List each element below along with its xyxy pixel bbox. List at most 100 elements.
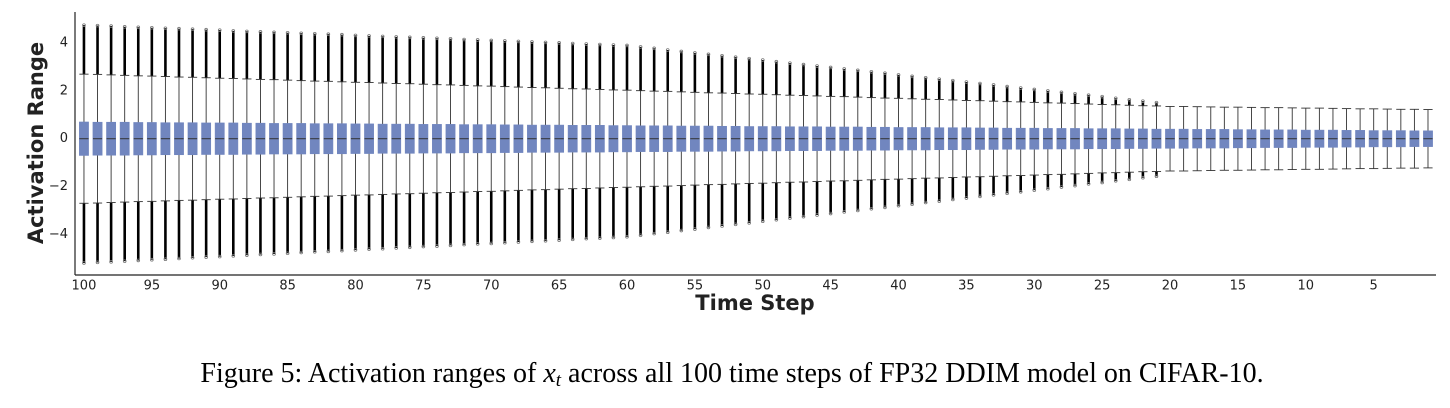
flier-marker bbox=[815, 213, 819, 217]
flier-marker bbox=[285, 31, 290, 35]
caption-math: x bbox=[542, 358, 556, 389]
flier-marker bbox=[1086, 93, 1091, 98]
flier-marker bbox=[1046, 89, 1050, 93]
flier-marker bbox=[774, 217, 779, 222]
flier-marker bbox=[1127, 97, 1132, 102]
flier-marker bbox=[163, 257, 168, 262]
flier-marker bbox=[475, 242, 480, 246]
flier-marker bbox=[530, 40, 534, 44]
flier-marker bbox=[747, 56, 751, 61]
flier-marker bbox=[937, 199, 942, 203]
flier-marker bbox=[435, 244, 439, 248]
flier-marker bbox=[150, 25, 154, 30]
flier-marker bbox=[652, 231, 656, 236]
flier-marker bbox=[299, 31, 303, 36]
flier-marker bbox=[964, 196, 969, 200]
flier-marker bbox=[1154, 100, 1159, 105]
flier-marker bbox=[1018, 86, 1023, 90]
flier-marker bbox=[679, 228, 684, 233]
flier-marker bbox=[788, 61, 792, 65]
flier-marker bbox=[543, 239, 548, 243]
flier-marker bbox=[177, 256, 181, 261]
flier-marker bbox=[896, 73, 901, 77]
flier-marker bbox=[312, 250, 317, 254]
x-tick-label: 90 bbox=[211, 279, 228, 294]
flier-marker bbox=[1100, 94, 1104, 99]
flier-marker bbox=[598, 236, 602, 240]
flier-marker bbox=[1127, 177, 1132, 182]
flier-marker bbox=[706, 52, 711, 57]
flier-marker bbox=[516, 240, 521, 244]
flier-marker bbox=[1059, 185, 1064, 189]
flier-marker bbox=[665, 230, 670, 235]
flier-marker bbox=[503, 240, 507, 245]
flier-marker bbox=[828, 211, 833, 216]
flier-marker bbox=[231, 254, 236, 258]
flier-marker bbox=[407, 35, 412, 40]
flier-marker bbox=[272, 30, 276, 35]
flier-marker bbox=[543, 40, 548, 45]
x-tick-label: 10 bbox=[1298, 279, 1315, 294]
flier-marker bbox=[95, 23, 100, 28]
flier-marker bbox=[95, 260, 100, 265]
flier-marker bbox=[245, 253, 249, 257]
flier-marker bbox=[788, 216, 792, 220]
flier-marker bbox=[1046, 186, 1050, 191]
flier-marker bbox=[421, 36, 426, 40]
flier-marker bbox=[190, 255, 195, 260]
x-tick-label: 35 bbox=[958, 279, 975, 294]
flier-marker bbox=[951, 78, 955, 83]
flier-marker bbox=[312, 31, 317, 36]
flier-marker bbox=[1032, 188, 1037, 192]
flier-marker bbox=[190, 27, 195, 32]
flier-marker bbox=[557, 41, 561, 45]
flier-marker bbox=[435, 36, 439, 41]
flier-marker bbox=[991, 83, 996, 87]
flier-marker bbox=[82, 23, 86, 27]
flier-marker bbox=[1005, 84, 1009, 89]
flier-marker bbox=[231, 29, 236, 33]
flier-marker bbox=[883, 71, 887, 76]
x-tick-label: 75 bbox=[415, 279, 432, 294]
x-tick-label: 15 bbox=[1230, 279, 1247, 294]
y-tick-label: 4 bbox=[60, 36, 68, 51]
y-tick-label: 0 bbox=[60, 131, 68, 146]
x-tick-label: 30 bbox=[1026, 279, 1043, 294]
x-tick-label: 5 bbox=[1370, 279, 1378, 294]
x-tick-label: 100 bbox=[72, 279, 97, 294]
flier-marker bbox=[991, 193, 996, 197]
flier-marker bbox=[177, 26, 181, 31]
flier-marker bbox=[720, 224, 724, 228]
flier-marker bbox=[407, 245, 412, 250]
flier-marker bbox=[693, 227, 697, 231]
flier-marker bbox=[394, 246, 399, 250]
y-tick-label: −4 bbox=[49, 227, 68, 242]
x-tick-label: 70 bbox=[483, 279, 500, 294]
plot-area bbox=[79, 23, 1433, 265]
flier-marker bbox=[380, 246, 385, 251]
flier-marker bbox=[638, 45, 643, 49]
x-tick-label: 50 bbox=[754, 279, 771, 294]
flier-marker bbox=[760, 58, 765, 62]
x-tick-label: 80 bbox=[347, 279, 364, 294]
flier-marker bbox=[367, 34, 371, 38]
flier-marker bbox=[1059, 90, 1064, 95]
x-tick-label: 85 bbox=[279, 279, 296, 294]
flier-marker bbox=[1032, 87, 1037, 92]
caption-text: Figure 5: Activation ranges of bbox=[200, 358, 543, 389]
flier-marker bbox=[448, 243, 453, 248]
flier-marker bbox=[367, 247, 371, 251]
flier-marker bbox=[842, 210, 847, 214]
flier-marker bbox=[1086, 182, 1091, 186]
flier-marker bbox=[217, 28, 222, 32]
flier-marker bbox=[448, 36, 453, 41]
caption-text: across all 100 time steps of FP32 DDIM m… bbox=[561, 358, 1264, 389]
x-tick-label: 40 bbox=[890, 279, 907, 294]
x-tick-label: 55 bbox=[687, 279, 704, 294]
flier-marker bbox=[693, 51, 697, 55]
flier-marker bbox=[638, 233, 643, 238]
flier-marker bbox=[570, 237, 575, 242]
flier-marker bbox=[258, 252, 263, 257]
flier-marker bbox=[326, 32, 331, 37]
flier-marker bbox=[801, 214, 806, 219]
